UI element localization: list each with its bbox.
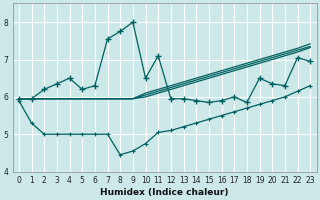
X-axis label: Humidex (Indice chaleur): Humidex (Indice chaleur) (100, 188, 229, 197)
